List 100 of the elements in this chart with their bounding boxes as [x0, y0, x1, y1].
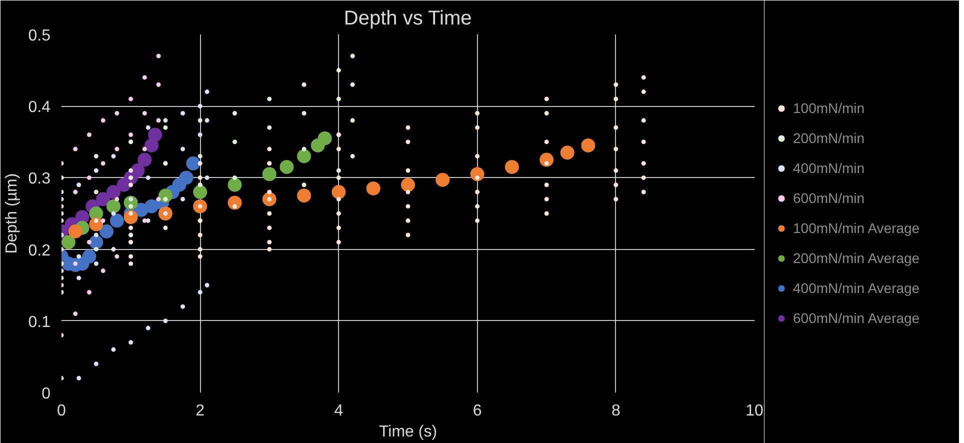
x-tick-label: 8: [611, 402, 620, 420]
point: [106, 199, 120, 214]
point: [111, 211, 116, 216]
point: [180, 196, 186, 202]
point: [94, 218, 98, 223]
x-tick-label: 4: [334, 402, 344, 420]
point: [302, 182, 306, 188]
y-tick-label: 0.1: [28, 314, 51, 331]
point: [198, 104, 202, 108]
point: [82, 249, 96, 264]
point: [302, 111, 306, 116]
point: [111, 247, 116, 252]
point: [130, 164, 145, 178]
point: [156, 82, 161, 87]
point: [86, 175, 92, 180]
legend-label: 400mN/min: [793, 160, 865, 176]
point: [100, 218, 106, 223]
point: [232, 175, 237, 180]
point: [204, 282, 210, 288]
point: [128, 132, 134, 137]
point: [114, 146, 120, 152]
point: [267, 125, 272, 130]
point: [436, 172, 450, 187]
point: [76, 276, 82, 280]
point: [198, 154, 202, 158]
point: [96, 192, 110, 206]
legend-label: 100mN/min Average: [793, 220, 920, 236]
legend-label: 600mN/min: [793, 190, 865, 206]
point: [111, 347, 116, 352]
y-tick-label: 0: [42, 386, 51, 402]
point: [100, 268, 106, 274]
point: [302, 82, 306, 87]
y-tick-label: 0.3: [28, 170, 51, 188]
point: [297, 188, 312, 203]
point: [163, 226, 168, 230]
x-tick-label: 0: [57, 402, 66, 420]
point: [401, 178, 415, 192]
legend-label: 200mN/min: [793, 130, 865, 146]
point: [198, 132, 202, 137]
point: [204, 175, 210, 180]
point: [297, 149, 312, 164]
point: [350, 82, 355, 87]
point: [318, 131, 332, 146]
point: [106, 185, 120, 200]
point: [138, 152, 152, 167]
point: [232, 111, 237, 116]
point: [146, 125, 150, 130]
point: [73, 311, 78, 316]
x-axis-title: Time (s): [378, 424, 438, 440]
point: [193, 185, 208, 200]
point: [73, 190, 78, 194]
point: [114, 111, 120, 116]
point: [142, 146, 147, 152]
point: [114, 254, 120, 259]
point: [76, 376, 82, 380]
point: [156, 54, 161, 58]
point: [142, 75, 147, 80]
point: [94, 154, 98, 158]
point: [128, 204, 134, 209]
point: [86, 240, 92, 244]
point: [94, 261, 98, 266]
point: [128, 340, 134, 345]
point: [73, 146, 78, 152]
point: [163, 125, 168, 130]
point: [350, 118, 355, 123]
x-tick-label: 6: [472, 402, 482, 420]
x-tick-label: 10: [746, 402, 764, 420]
point: [100, 224, 114, 238]
point: [366, 181, 380, 196]
chart-title: Depth vs Time: [344, 8, 472, 30]
point: [114, 196, 120, 202]
point: [163, 196, 168, 202]
point: [111, 154, 116, 158]
point: [86, 132, 92, 137]
point: [180, 304, 186, 309]
point: [302, 146, 306, 152]
point: [204, 90, 210, 94]
point: [142, 218, 147, 223]
point: [336, 168, 341, 173]
point: [142, 111, 147, 116]
point: [336, 68, 341, 73]
point: [280, 160, 294, 174]
point: [198, 290, 202, 295]
point: [198, 118, 202, 123]
point: [504, 160, 519, 174]
point: [180, 111, 186, 116]
point: [560, 146, 574, 160]
point: [148, 128, 162, 142]
point: [156, 118, 161, 123]
legend-label: 400mN/min Average: [793, 280, 920, 296]
y-tick-label: 0.4: [28, 99, 51, 116]
point: [94, 247, 98, 252]
point: [76, 254, 82, 259]
point: [100, 118, 106, 123]
point: [68, 224, 82, 238]
point: [228, 178, 242, 192]
point: [94, 362, 98, 366]
point: [76, 182, 82, 188]
point: [336, 96, 341, 102]
point: [128, 196, 134, 202]
